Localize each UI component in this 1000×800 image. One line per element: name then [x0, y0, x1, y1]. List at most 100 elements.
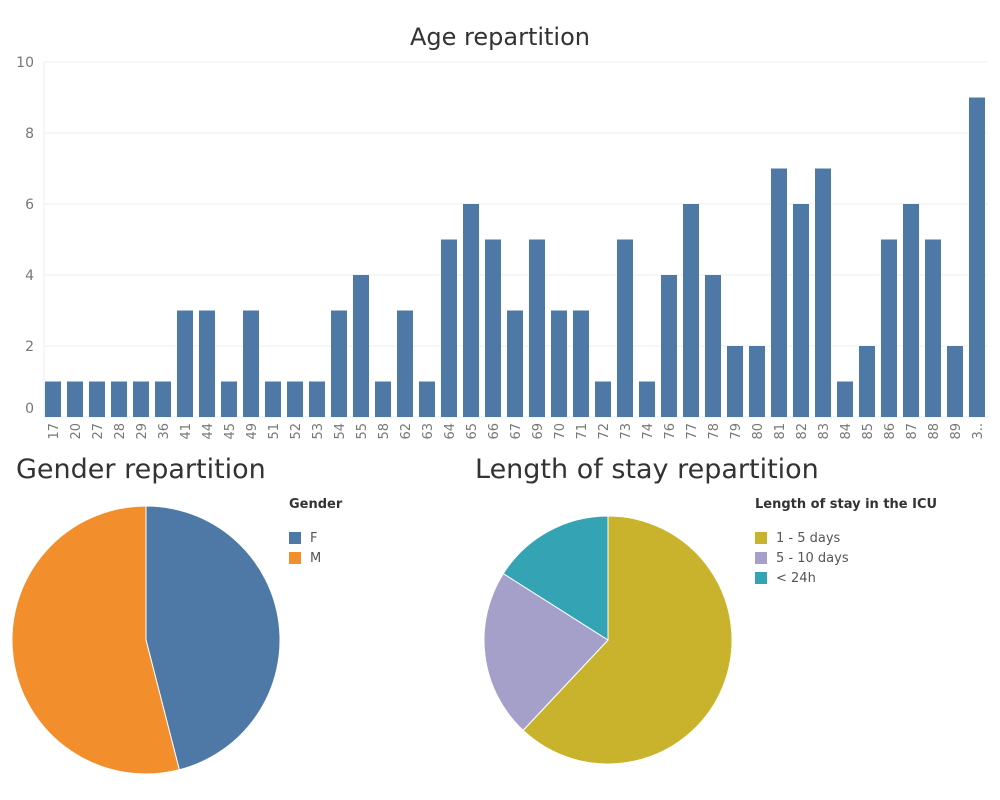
x-tick-label: 78 — [707, 423, 722, 440]
age-bar[interactable] — [331, 310, 347, 418]
age-bar[interactable] — [859, 346, 875, 417]
age-bar[interactable] — [793, 204, 809, 417]
swatch-1-5-days — [755, 532, 767, 544]
age-bar[interactable] — [155, 381, 171, 418]
x-tick-label: 41 — [179, 423, 194, 440]
age-bar[interactable] — [749, 346, 765, 417]
age-bar[interactable] — [133, 381, 149, 418]
age-bar[interactable] — [45, 381, 61, 418]
age-bar[interactable] — [683, 204, 699, 417]
legend-item-male[interactable]: M — [289, 548, 342, 568]
age-bar[interactable] — [309, 381, 325, 418]
x-tick-label: 79 — [729, 423, 744, 440]
y-tick-label: 8 — [25, 126, 34, 142]
x-tick-label: 81 — [773, 423, 788, 440]
age-bar[interactable] — [397, 310, 413, 418]
age-bar[interactable] — [617, 239, 633, 418]
x-tick-label: 80 — [751, 423, 766, 440]
los-pie-chart — [483, 515, 733, 765]
age-bar[interactable] — [265, 381, 281, 418]
age-bar[interactable] — [573, 310, 589, 418]
age-bar-chart: 0 2 4 6 8 10 17 20 27 28 29 36 41 44 45 49 51 52 53 54 55 58 6… — [16, 55, 988, 440]
los-slice-5-10-days[interactable] — [483, 572, 609, 732]
x-tick-label: 71 — [575, 423, 590, 440]
gender-slice-m[interactable] — [11, 505, 180, 775]
age-bar[interactable] — [111, 381, 127, 418]
x-tick-label: 49 — [245, 423, 260, 440]
age-bar[interactable] — [243, 310, 259, 418]
age-bar[interactable] — [441, 239, 457, 418]
legend-item-female[interactable]: F — [289, 528, 342, 548]
x-tick-label: 27 — [91, 423, 106, 440]
gender-legend: Gender F M — [289, 497, 342, 568]
age-bar[interactable] — [947, 346, 963, 417]
x-tick-label: 3.. — [971, 423, 986, 440]
legend-label-lt-24h: < 24h — [776, 570, 816, 586]
legend-item-lt-24h[interactable]: < 24h — [755, 568, 937, 588]
x-tick-label: 63 — [421, 423, 436, 440]
y-tick-label: 10 — [16, 55, 34, 71]
x-tick-label: 76 — [663, 423, 678, 440]
age-chart-title: Age repartition — [410, 23, 590, 51]
age-bar[interactable] — [925, 239, 941, 418]
los-chart-title: Length of stay repartition — [475, 454, 819, 485]
age-bar[interactable] — [375, 381, 391, 418]
x-tick-label: 72 — [597, 423, 612, 440]
age-bar[interactable] — [705, 275, 721, 417]
age-bar[interactable] — [727, 346, 743, 417]
x-tick-label: 83 — [817, 423, 832, 440]
x-tick-label: 88 — [927, 423, 942, 440]
age-bar[interactable] — [661, 275, 677, 417]
x-tick-label: 62 — [399, 423, 414, 440]
swatch-male — [289, 552, 301, 564]
legend-item-1-5-days[interactable]: 1 - 5 days — [755, 528, 937, 548]
age-bar[interactable] — [507, 310, 523, 418]
x-tick-label: 74 — [641, 423, 656, 440]
age-bar[interactable] — [529, 239, 545, 418]
age-bar[interactable] — [595, 381, 611, 418]
age-bar[interactable] — [639, 381, 655, 418]
legend-label-female: F — [310, 530, 318, 546]
age-bar[interactable] — [903, 204, 919, 417]
age-bar[interactable] — [771, 168, 787, 418]
x-tick-label: 51 — [267, 423, 282, 440]
age-bar[interactable] — [815, 168, 831, 418]
x-tick-label: 45 — [223, 423, 238, 440]
x-tick-label: 82 — [795, 423, 810, 440]
x-tick-label: 52 — [289, 423, 304, 440]
age-bar[interactable] — [551, 310, 567, 418]
x-tick-label: 77 — [685, 423, 700, 440]
gender-slice-f[interactable] — [145, 505, 281, 771]
x-tick-label: 58 — [377, 423, 392, 440]
x-tick-label: 55 — [355, 423, 370, 440]
gender-legend-title: Gender — [289, 497, 343, 512]
y-tick-label: 6 — [25, 197, 34, 213]
x-tick-label: 89 — [949, 423, 964, 440]
los-slice-24h[interactable] — [502, 515, 609, 641]
age-bar[interactable] — [969, 97, 985, 418]
x-tick-label: 73 — [619, 423, 634, 440]
legend-item-5-10-days[interactable]: 5 - 10 days — [755, 548, 937, 568]
age-bar[interactable] — [353, 275, 369, 417]
age-bar[interactable] — [89, 381, 105, 418]
age-bar[interactable] — [419, 381, 435, 418]
age-bar[interactable] — [881, 239, 897, 418]
los-slice-1-5-days[interactable] — [522, 515, 733, 765]
age-bar[interactable] — [837, 381, 853, 418]
age-bar[interactable] — [221, 381, 237, 418]
age-bar[interactable] — [199, 310, 215, 418]
x-tick-label: 84 — [839, 423, 854, 440]
age-bar[interactable] — [287, 381, 303, 418]
x-tick-label: 70 — [553, 423, 568, 440]
legend-label-5-10-days: 5 - 10 days — [776, 550, 849, 566]
gender-chart-title: Gender repartition — [16, 454, 266, 485]
age-bar[interactable] — [463, 204, 479, 417]
age-bar[interactable] — [67, 381, 83, 418]
swatch-lt-24h — [755, 572, 767, 584]
age-bar[interactable] — [177, 310, 193, 418]
age-bar[interactable] — [485, 239, 501, 418]
x-tick-label: 54 — [333, 423, 348, 440]
legend-label-1-5-days: 1 - 5 days — [776, 530, 841, 546]
